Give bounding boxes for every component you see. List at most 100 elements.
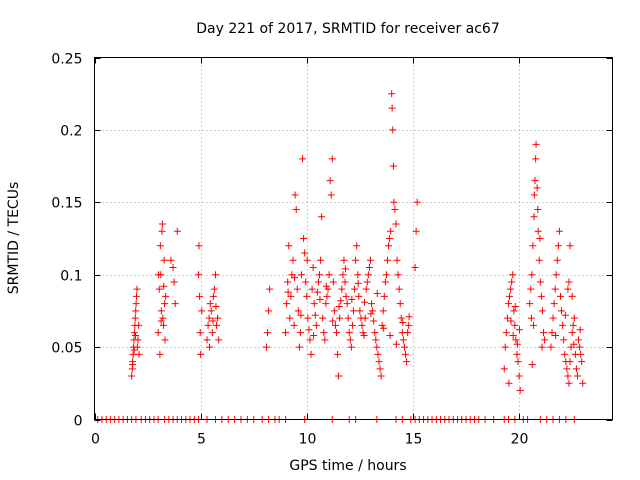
data-point [549, 314, 557, 322]
data-point [173, 227, 181, 235]
data-point [385, 242, 393, 250]
data-point [215, 336, 223, 344]
data-point [157, 317, 165, 325]
data-point [507, 285, 515, 293]
data-point [388, 90, 396, 98]
data-point [386, 235, 394, 242]
data-point [161, 336, 169, 344]
data-point [396, 300, 404, 308]
data-point [552, 271, 560, 279]
data-point [196, 292, 204, 300]
data-point [297, 271, 305, 279]
data-point [129, 350, 137, 358]
data-point [157, 307, 165, 315]
data-point [310, 300, 318, 308]
data-point [335, 303, 343, 311]
data-point [348, 321, 356, 329]
data-point [325, 271, 333, 279]
data-point [198, 307, 206, 315]
data-point [552, 332, 560, 340]
data-point [392, 220, 400, 228]
data-point [337, 297, 345, 305]
data-point [509, 332, 517, 340]
data-point [576, 326, 584, 334]
data-point [350, 307, 357, 315]
data-point [310, 332, 318, 340]
y-tick-label: 0.1 [60, 269, 82, 285]
data-point [387, 227, 395, 235]
data-point [306, 336, 314, 344]
data-point [393, 256, 401, 264]
data-point [563, 365, 571, 373]
data-point [162, 292, 170, 300]
data-point [364, 271, 372, 279]
data-point [359, 329, 367, 337]
data-point [532, 155, 540, 163]
data-point [266, 285, 274, 293]
data-point [314, 278, 322, 286]
data-point [512, 336, 520, 344]
data-point [212, 303, 220, 311]
data-point [133, 285, 141, 293]
data-point [206, 343, 214, 351]
data-point [572, 365, 580, 373]
data-point [329, 317, 337, 325]
data-point [214, 314, 222, 322]
data-point [340, 256, 348, 264]
x-axis-label: GPS time / hours [289, 458, 406, 474]
data-point [550, 300, 558, 308]
data-point [533, 184, 541, 192]
data-point [568, 329, 576, 337]
data-point [297, 311, 305, 319]
data-point [134, 336, 142, 344]
data-point [130, 346, 138, 354]
data-point [554, 242, 562, 250]
data-point [535, 256, 543, 264]
data-point [133, 292, 141, 300]
data-point [154, 329, 162, 337]
data-point [204, 321, 212, 329]
x-tick-label: 5 [197, 432, 206, 448]
data-point [345, 329, 353, 337]
data-point [342, 292, 350, 300]
data-point [561, 350, 569, 358]
data-point [511, 321, 519, 329]
data-point [311, 311, 319, 319]
data-point [302, 278, 310, 286]
data-point [564, 372, 572, 380]
data-point [560, 336, 568, 344]
data-point [284, 278, 292, 286]
data-point [377, 372, 385, 380]
data-point [527, 314, 535, 322]
data-point [361, 314, 369, 322]
data-point [318, 213, 326, 221]
data-point [529, 242, 537, 250]
data-point [353, 242, 361, 250]
data-point [526, 300, 534, 308]
data-point [530, 321, 538, 329]
data-point [282, 329, 290, 337]
data-point [321, 336, 329, 344]
data-point [131, 332, 139, 340]
data-point [262, 343, 270, 351]
data-point [309, 263, 317, 271]
data-point [339, 271, 347, 279]
data-point [264, 329, 272, 337]
data-point [536, 235, 544, 242]
data-point [341, 278, 349, 286]
data-point [212, 271, 220, 279]
data-point [344, 314, 352, 322]
data-point [170, 278, 178, 286]
data-point [553, 256, 561, 264]
data-point [209, 317, 217, 325]
data-point [358, 321, 366, 329]
data-point [336, 314, 344, 322]
data-point [528, 360, 536, 368]
data-point [555, 227, 563, 235]
data-point [527, 285, 535, 293]
data-point [388, 104, 396, 112]
data-point [502, 329, 510, 337]
data-point [354, 279, 362, 287]
data-point [538, 343, 546, 351]
